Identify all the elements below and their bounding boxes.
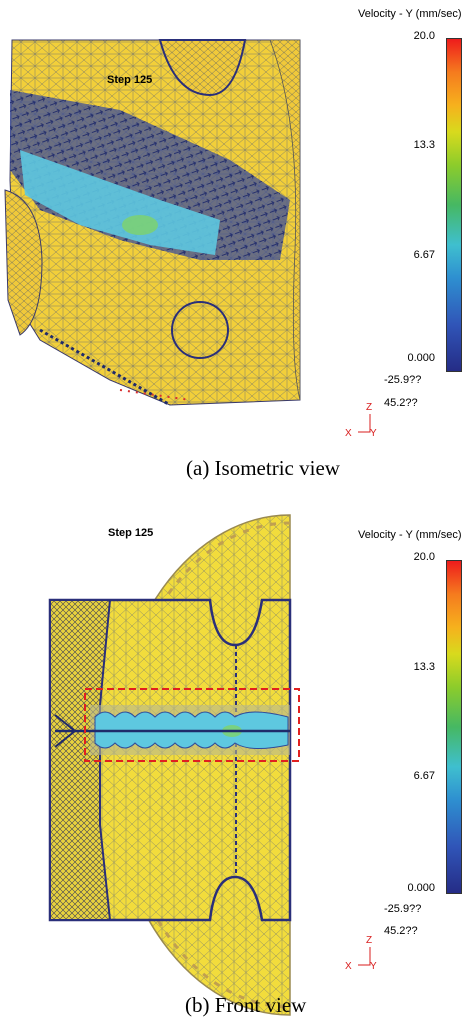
figure-caption: (a) Isometric view [186, 456, 340, 480]
axis-y-label: Y [370, 428, 377, 439]
axis-z-label: Z [366, 935, 373, 946]
flow-front-cyan [20, 150, 220, 255]
max-value: 45.2?? [384, 397, 418, 409]
color-scale-bar [446, 38, 462, 372]
left-dense-mesh [49, 599, 112, 921]
figure-caption: (b) Front view [185, 993, 307, 1017]
axis-x-label: X [345, 428, 352, 439]
right-wall-mesh [269, 39, 301, 401]
tick-label: 6.67 [413, 249, 435, 261]
panel-isometric-view: Step 125 Velocity - Y (mm/sec) 20.0 13.3… [0, 0, 474, 495]
legend-title: Velocity - Y (mm/sec) [358, 8, 462, 20]
axis-y-label: Y [370, 961, 377, 972]
tick-label: 13.3 [413, 661, 435, 673]
axis-triad: Z X Y [342, 935, 382, 973]
tick-label-min: 0.000 [407, 882, 435, 894]
axis-triad: Z X Y [342, 402, 382, 440]
min-value: -25.9?? [384, 374, 422, 386]
panel-front-view: Step 125 Velocity - Y (mm/sec) 20.0 13.3… [0, 505, 474, 1026]
min-value: -25.9?? [384, 903, 422, 915]
tick-label-max: 20.0 [413, 551, 435, 563]
tick-label-max: 20.0 [413, 30, 435, 42]
step-label: Step 125 [107, 74, 153, 86]
top-notch [158, 39, 247, 97]
step-label: Step 125 [108, 527, 154, 539]
legend-title: Velocity - Y (mm/sec) [358, 529, 462, 541]
axis-z-label: Z [366, 402, 373, 413]
max-value: 45.2?? [384, 925, 418, 937]
tick-label: 6.67 [413, 770, 435, 782]
tick-label-min: 0.000 [407, 352, 435, 364]
front-simulation-render [48, 514, 300, 1016]
isometric-simulation-render [4, 39, 301, 407]
color-scale-bar [446, 560, 462, 894]
axis-x-label: X [345, 961, 352, 972]
left-lobe-mesh [4, 189, 43, 336]
tick-label: 13.3 [413, 139, 435, 151]
